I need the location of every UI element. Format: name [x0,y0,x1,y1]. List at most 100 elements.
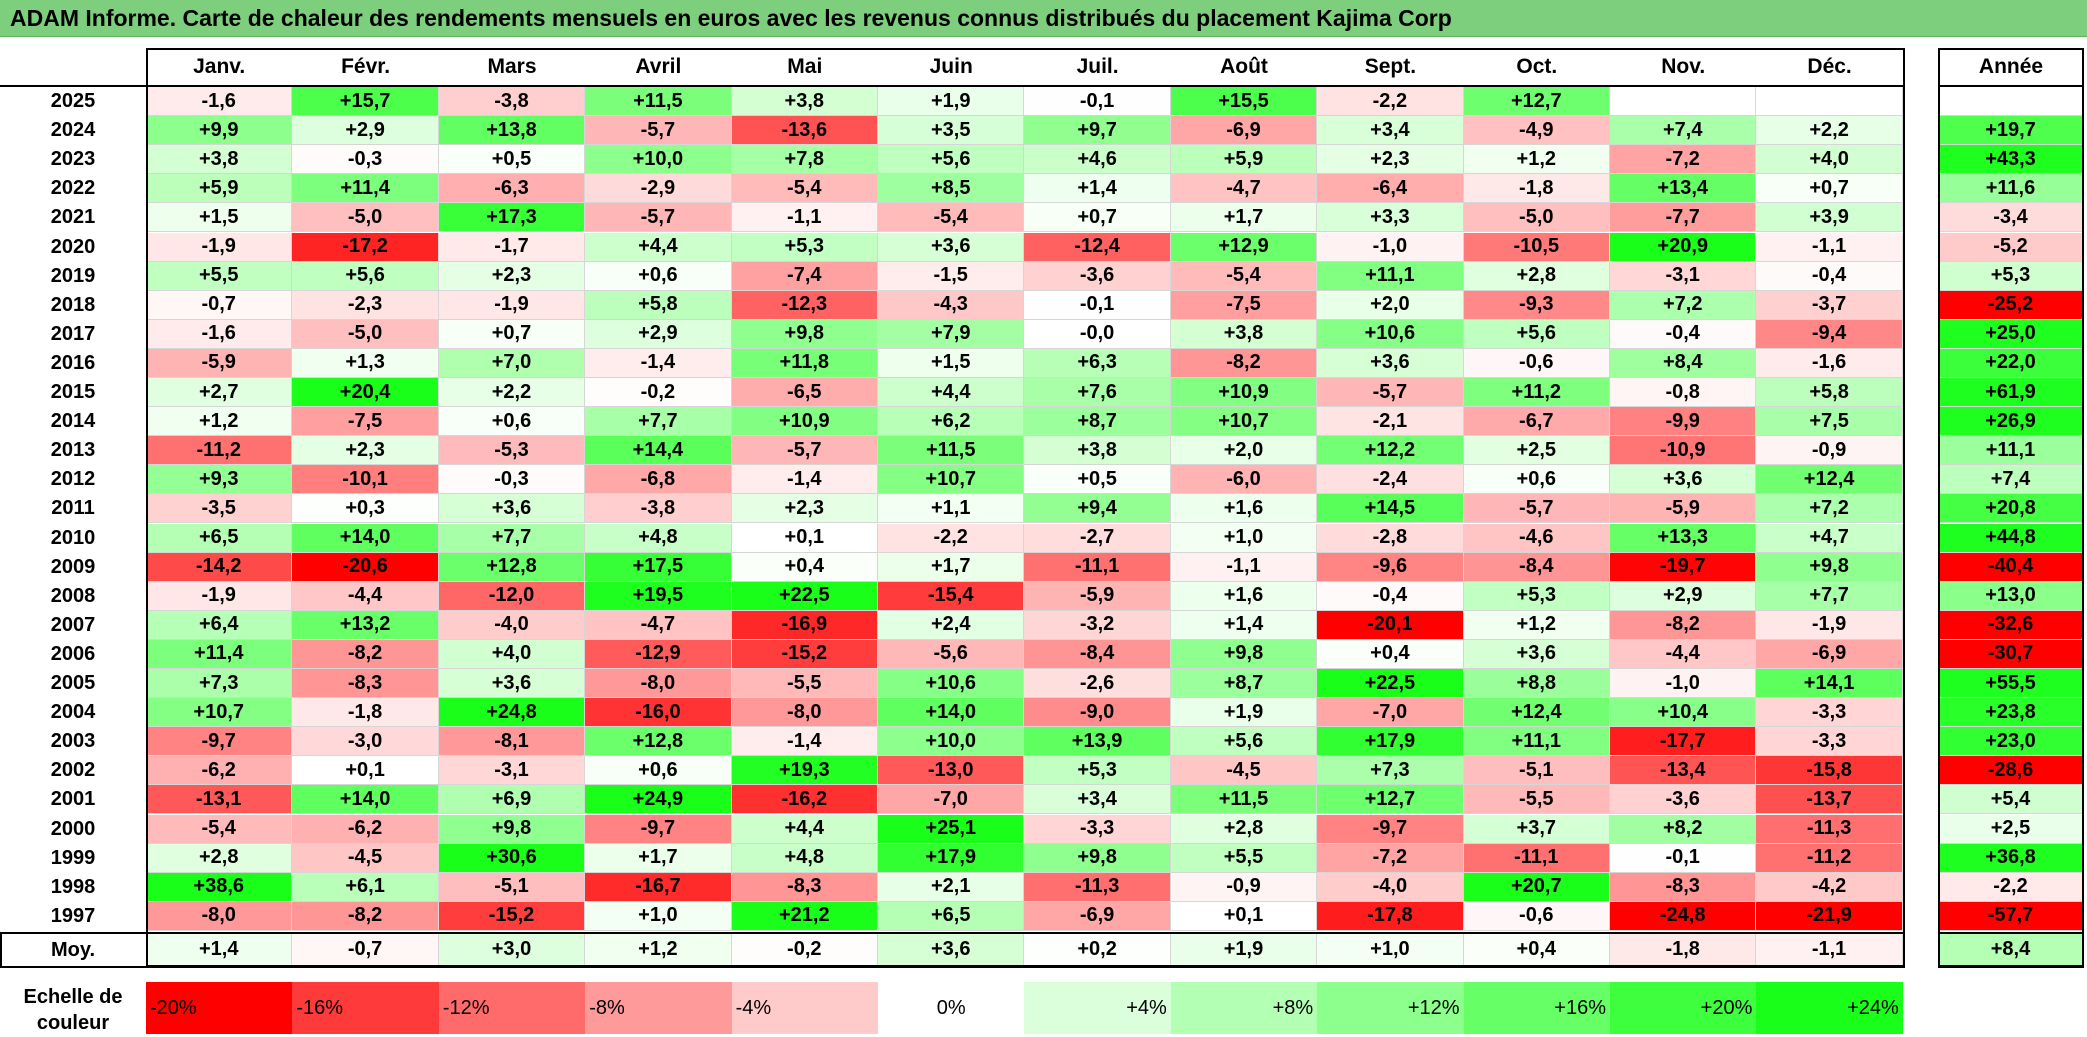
heatmap-cell: +3,7 [1463,814,1610,844]
heatmap-cell: -2,8 [1317,523,1464,553]
heatmap-cell: +1,7 [585,843,732,873]
heatmap-cell: -5,4 [146,814,293,844]
heatmap-cell: -4,3 [878,290,1025,320]
average-label: Moy. [0,933,146,967]
heatmap-cell: -6,9 [1024,901,1171,931]
heatmap-cell: +10,6 [1317,319,1464,349]
heatmap-cell: +5,3 [1463,581,1610,611]
heatmap-cell: +12,9 [1170,232,1318,262]
heatmap-cell: -1,6 [146,87,293,117]
heatmap-cell: +5,6 [1463,319,1610,349]
heatmap-cell: +2,7 [146,378,293,408]
heatmap-cell: +10,7 [1170,407,1318,437]
heatmap-cell: -4,7 [1170,174,1318,204]
heatmap-cell: -15,2 [731,639,878,669]
heatmap-cell: -0,4 [1610,319,1757,349]
month-header: Août [1170,48,1318,86]
heatmap-cell: +3,8 [1170,319,1318,349]
annual-cell: +23,8 [1938,698,2084,728]
annual-cell: +2,5 [1938,814,2084,844]
heatmap-cell: +2,2 [1756,116,1903,146]
heatmap-cell: +5,9 [146,174,293,204]
heatmap-cell: -0,1 [1610,843,1757,873]
heatmap-cell: -5,9 [1024,581,1171,611]
heatmap-cell: +0,6 [438,407,586,437]
heatmap-cell: +11,8 [731,348,878,378]
heatmap-cell: +0,7 [438,319,586,349]
heatmap-cell: -2,1 [1317,407,1464,437]
heatmap-cell: -7,2 [1610,145,1757,175]
heatmap-cell: +9,8 [438,814,586,844]
heatmap-cell: -4,4 [1610,639,1757,669]
heatmap-cell: -16,2 [731,785,878,815]
heatmap-cell: +2,3 [1317,145,1464,175]
heatmap-cell: +3,6 [1610,465,1757,495]
heatmap-cell: -0,6 [1463,901,1610,931]
average-cell: -1,8 [1610,933,1757,967]
year-label: 2002 [0,756,146,786]
heatmap-cell: +1,2 [1463,610,1610,640]
year-label: 2009 [0,552,146,582]
heatmap-cell: +5,9 [1170,145,1318,175]
heatmap-cell: +11,4 [146,639,293,669]
heatmap-cell: +2,1 [878,872,1025,902]
heatmap-cell: -1,8 [292,698,439,728]
heatmap-cell: -5,9 [146,348,293,378]
heatmap-cell: +6,5 [878,901,1025,931]
heatmap-cell: +0,7 [1756,174,1903,204]
heatmap-cell: -12,4 [1024,232,1171,262]
heatmap-cell: -16,0 [585,698,732,728]
heatmap-cell: +4,0 [1756,145,1903,175]
heatmap-cell: -2,4 [1317,465,1464,495]
heatmap-cell: -7,5 [1170,290,1318,320]
annual-cell: +22,0 [1938,348,2084,378]
heatmap-cell: -6,8 [585,465,732,495]
heatmap-cell: -1,6 [146,319,293,349]
heatmap-cell: +12,2 [1317,436,1464,466]
heatmap-cell: -8,3 [292,669,439,699]
heatmap-cell: +0,6 [1463,465,1610,495]
heatmap-cell: +3,8 [731,87,878,117]
year-label: 2024 [0,116,146,146]
year-label: 2016 [0,348,146,378]
year-label: 2010 [0,523,146,553]
year-label: 2006 [0,639,146,669]
heatmap-cell: -1,8 [1463,174,1610,204]
annual-cell: +61,9 [1938,378,2084,408]
average-cell: +1,0 [1317,933,1464,967]
heatmap-cell: +8,7 [1024,407,1171,437]
heatmap-cell: -1,0 [1610,669,1757,699]
heatmap-cell: -11,2 [1756,843,1903,873]
heatmap-cell: -5,3 [438,436,586,466]
heatmap-cell: +0,5 [438,145,586,175]
heatmap-cell: -11,2 [146,436,293,466]
heatmap-cell: -8,3 [1610,872,1757,902]
heatmap-cell: -8,0 [585,669,732,699]
heatmap-cell: -10,5 [1463,232,1610,262]
color-scale-step: +16% [1463,982,1610,1034]
month-header: Nov. [1610,48,1757,86]
heatmap-cell: -6,0 [1170,465,1318,495]
heatmap-cell: -5,0 [292,203,439,233]
year-label: 2004 [0,698,146,728]
chart-title-bar: ADAM Informe. Carte de chaleur des rende… [0,0,2087,37]
heatmap-cell: +3,5 [878,116,1025,146]
heatmap-cell: +2,5 [1463,436,1610,466]
heatmap-cell: +3,8 [1024,436,1171,466]
heatmap-cell: -6,9 [1756,639,1903,669]
heatmap-cell: -5,7 [1317,378,1464,408]
heatmap-cell: +0,6 [585,756,732,786]
year-label: 2014 [0,407,146,437]
heatmap-cell: -12,0 [438,581,586,611]
heatmap-cell: +2,8 [146,843,293,873]
heatmap-cell: +1,9 [878,87,1025,117]
heatmap-cell: -1,9 [1756,610,1903,640]
annual-cell: -40,4 [1938,552,2084,582]
heatmap-cell: +0,4 [731,552,878,582]
heatmap-cell: -3,5 [146,494,293,524]
heatmap-cell: +8,4 [1610,348,1757,378]
heatmap-cell: -15,2 [438,901,586,931]
heatmap-cell: +0,1 [1170,901,1318,931]
heatmap-cell: -13,4 [1610,756,1757,786]
